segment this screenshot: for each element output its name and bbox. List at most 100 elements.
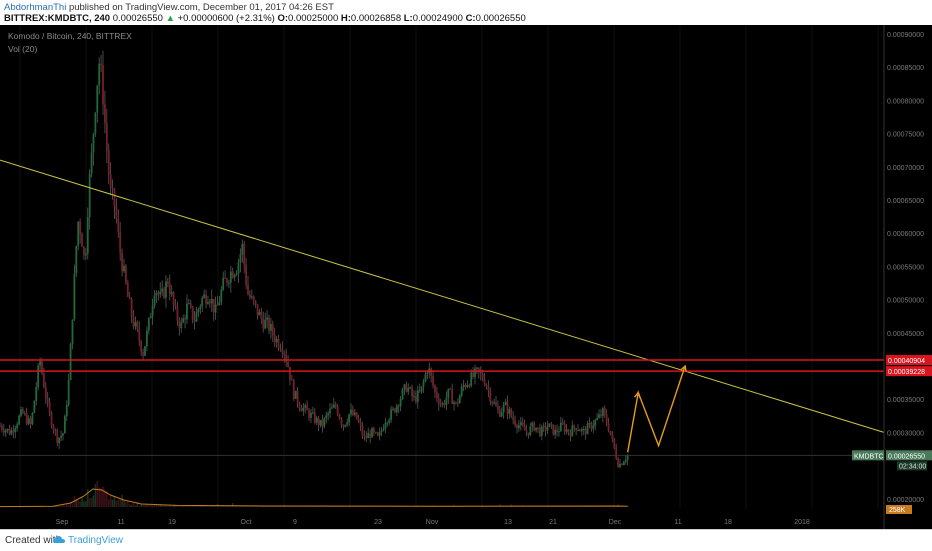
candle-body bbox=[30, 418, 32, 424]
candle-body bbox=[280, 348, 282, 350]
x-tick-label: Sep bbox=[56, 519, 69, 526]
volume-bar bbox=[211, 506, 213, 507]
open-value: 0.00025000 bbox=[288, 13, 338, 24]
candle-body bbox=[102, 65, 104, 104]
volume-bar bbox=[182, 506, 184, 507]
candle-body bbox=[239, 254, 241, 262]
close-label: C: bbox=[466, 13, 476, 24]
x-tick-label: 2018 bbox=[794, 519, 810, 526]
symbol-label: BITTREX:KMDBTC, 240 bbox=[4, 13, 110, 24]
candle-body bbox=[442, 403, 444, 404]
candle-body bbox=[419, 390, 421, 391]
candle-body bbox=[96, 85, 98, 112]
candle-body bbox=[7, 429, 9, 430]
candle-body bbox=[493, 402, 495, 403]
candle-body bbox=[495, 402, 497, 406]
volume-bar bbox=[144, 505, 146, 507]
candle-body bbox=[117, 219, 119, 232]
candle-body bbox=[32, 413, 34, 424]
candle-body bbox=[430, 368, 432, 375]
volume-bar bbox=[161, 505, 163, 507]
candle-body bbox=[154, 296, 156, 306]
candle-body bbox=[171, 292, 173, 294]
candle-body bbox=[549, 423, 551, 427]
candle-body bbox=[409, 388, 411, 389]
candle-body bbox=[287, 362, 289, 367]
y-tick-label: 0.00060000 bbox=[887, 231, 924, 238]
y-tick-label: 0.00035000 bbox=[887, 397, 924, 404]
candle-body bbox=[268, 317, 270, 330]
candle-body bbox=[512, 417, 514, 421]
candle-body bbox=[398, 406, 400, 407]
candle-body bbox=[310, 413, 312, 418]
candle-body bbox=[352, 410, 354, 415]
candle-body bbox=[446, 398, 448, 405]
candle-body bbox=[39, 361, 41, 366]
volume-bar bbox=[98, 487, 100, 507]
candle-body bbox=[136, 322, 138, 329]
author-link[interactable]: AbdorhmanThi bbox=[4, 2, 66, 13]
candle-body bbox=[110, 174, 112, 187]
candle-body bbox=[388, 420, 390, 423]
candle-body bbox=[524, 425, 526, 430]
x-tick-label: 21 bbox=[549, 519, 557, 526]
price-chart[interactable]: 0.000900000.000850000.000800000.00075000… bbox=[0, 25, 932, 529]
candle-body bbox=[577, 430, 579, 431]
volume-bar bbox=[77, 500, 79, 507]
candle-body bbox=[592, 426, 594, 429]
candle-body bbox=[367, 433, 369, 438]
candle-body bbox=[56, 430, 58, 443]
candle-body bbox=[167, 281, 169, 283]
candle-body bbox=[581, 429, 583, 431]
candle-body bbox=[270, 324, 272, 331]
candle-body bbox=[302, 408, 304, 412]
candle-body bbox=[560, 423, 562, 432]
y-axis-labels: 0.000900000.000850000.000800000.00075000… bbox=[887, 32, 924, 504]
candle-body bbox=[62, 433, 64, 435]
candle-body bbox=[291, 380, 293, 381]
candle-body bbox=[423, 381, 425, 386]
candle-body bbox=[184, 318, 186, 319]
candle-body bbox=[482, 374, 484, 380]
volume-bar bbox=[85, 501, 87, 507]
candle-body bbox=[537, 428, 539, 429]
candle-body bbox=[217, 305, 219, 306]
candle-body bbox=[451, 389, 453, 404]
candle-body bbox=[564, 424, 566, 432]
candle-body bbox=[243, 244, 245, 265]
x-tick-label: 11 bbox=[117, 519, 124, 526]
candle-body bbox=[1, 426, 3, 430]
candle-body bbox=[371, 428, 373, 437]
candle-body bbox=[24, 413, 26, 414]
candle-body bbox=[112, 188, 114, 189]
candle-body bbox=[108, 150, 110, 174]
candle-body bbox=[253, 296, 255, 300]
candle-body bbox=[295, 391, 297, 399]
volume-bar bbox=[72, 504, 74, 507]
publish-info: AbdorhmanThi published on TradingView.co… bbox=[4, 2, 334, 13]
candle-body bbox=[615, 448, 617, 459]
candle-body bbox=[491, 402, 493, 404]
candle-body bbox=[100, 64, 102, 65]
candle-body bbox=[9, 429, 11, 434]
candle-body bbox=[161, 289, 163, 292]
candle-body bbox=[604, 408, 606, 414]
volume-bar bbox=[154, 505, 156, 507]
resistance-price-text: 0.00039228 bbox=[888, 369, 925, 376]
candle-body bbox=[556, 430, 558, 432]
candle-body bbox=[331, 408, 333, 409]
candle-body bbox=[390, 409, 392, 419]
candle-body bbox=[72, 319, 74, 343]
candle-body bbox=[173, 292, 175, 304]
candle-body bbox=[434, 385, 436, 391]
candle-body bbox=[440, 404, 442, 405]
volume-bar bbox=[276, 506, 278, 507]
candle-body bbox=[266, 317, 268, 319]
volume-bar bbox=[125, 502, 127, 507]
candle-body bbox=[177, 307, 179, 321]
candle-body bbox=[627, 455, 629, 460]
tradingview-brand[interactable]: TradingView bbox=[68, 535, 123, 546]
candle-body bbox=[510, 409, 512, 417]
candle-body bbox=[531, 423, 533, 427]
candle-body bbox=[45, 387, 47, 398]
